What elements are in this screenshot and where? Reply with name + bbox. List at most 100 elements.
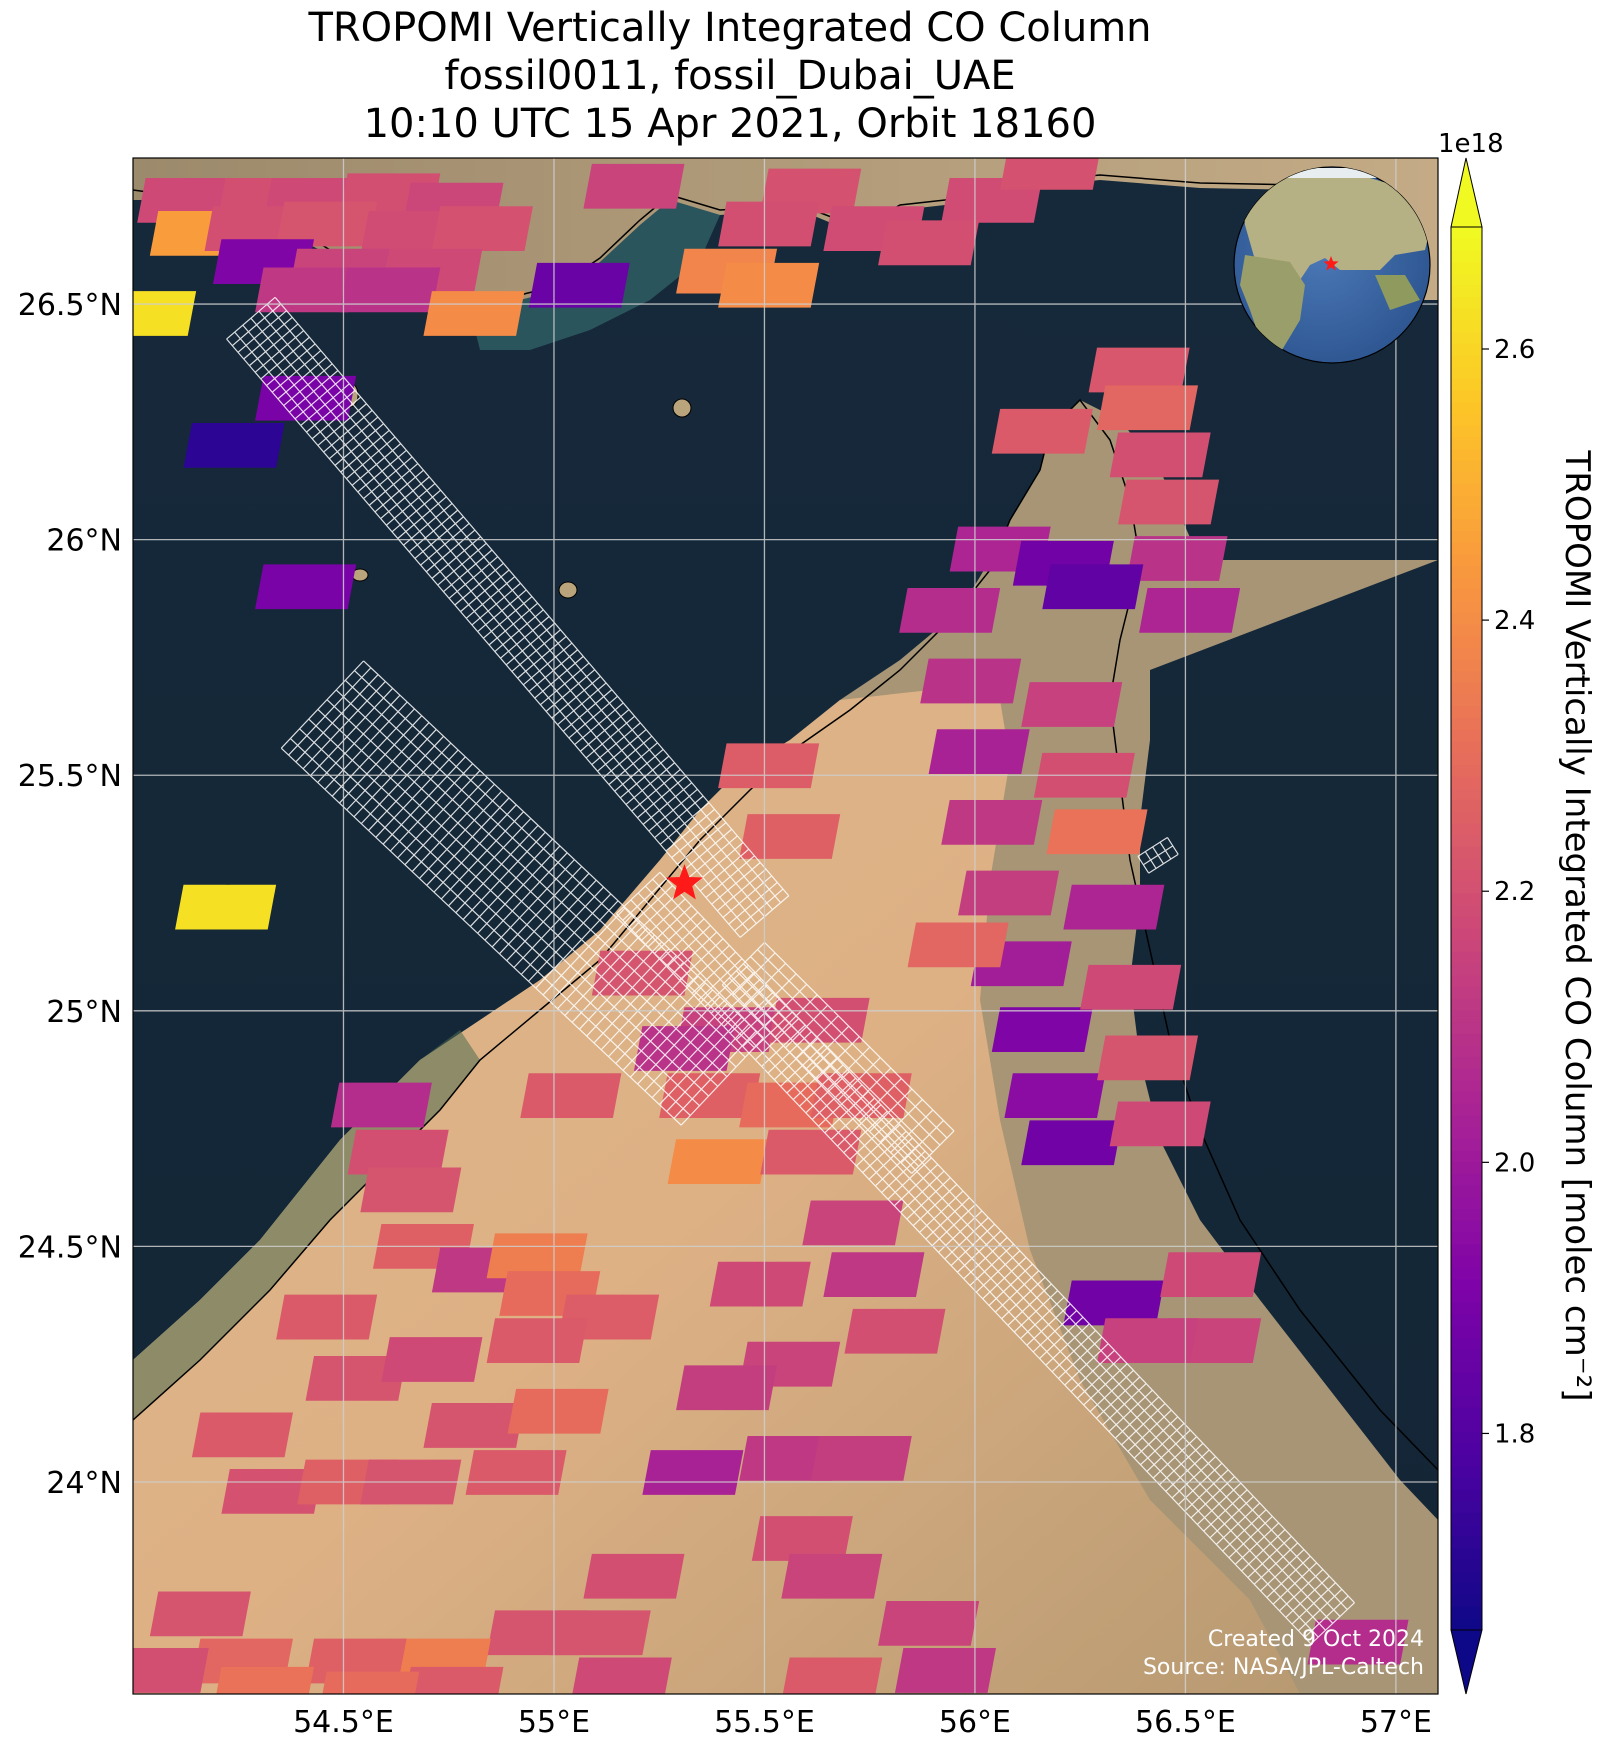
co-pixel (1118, 479, 1220, 525)
footprint-line (335, 689, 737, 1068)
site-star-marker (665, 864, 703, 900)
coastal-vegetation (133, 1030, 480, 1420)
co-pixel (1097, 1035, 1199, 1081)
map-gridlines (133, 158, 1438, 1694)
co-pixel (465, 1450, 567, 1495)
co-pixel (431, 206, 533, 252)
co-pixel (1046, 809, 1148, 855)
footprint-line (764, 942, 955, 1132)
co-pixel (1004, 1073, 1106, 1118)
footprint-line (308, 718, 710, 1097)
footprint-line (266, 303, 782, 904)
footprint-line (513, 879, 597, 968)
co-pixel (276, 1294, 378, 1340)
co-pixel (183, 423, 285, 468)
co-pixel (486, 1233, 588, 1279)
co-pixel (347, 1129, 449, 1175)
footprint-line (353, 729, 437, 818)
footprint-line (404, 776, 488, 866)
footprint-line (411, 783, 495, 872)
footprint-line (586, 948, 670, 1037)
co-pixel (191, 1412, 293, 1458)
footprint-line (226, 338, 741, 938)
y-axis-ticks: 24°N 24.5°N 25°N 25.5°N 26°N 26.5°N (18, 288, 122, 1501)
footprint-line (535, 900, 619, 989)
co-pixel (899, 587, 1001, 633)
footprint-line (418, 790, 503, 879)
co-pixel (768, 997, 870, 1043)
co-pixel (718, 262, 820, 308)
co-pixel (709, 1261, 811, 1307)
footprint-line (1137, 856, 1150, 874)
co-pixel (1097, 385, 1199, 431)
co-pixel (958, 870, 1060, 916)
footprint-line (448, 818, 532, 907)
footprint-line (469, 838, 554, 927)
co-pixel (221, 1469, 323, 1514)
credit-source: Source: NASA/JPL-Caltech (1143, 1655, 1424, 1680)
co-pixel (305, 1355, 407, 1401)
footprint-line (1137, 836, 1168, 857)
globe-site-marker (1323, 256, 1339, 271)
footprint-line (389, 763, 474, 852)
co-pixel (751, 1516, 853, 1561)
co-pixel (381, 1337, 483, 1382)
co-pixel (486, 1318, 588, 1364)
co-pixel (667, 1139, 769, 1184)
footprint-line (528, 893, 612, 982)
co-pixel (1139, 587, 1241, 633)
colorbar: 1.8 2.0 2.2 2.4 2.6 1e18 TROPOMI Vertically … (1438, 129, 1597, 1695)
x-axis-ticks: 54.5°E 55°E 55.5°E 56°E 56.5°E 57°E (293, 1705, 1432, 1740)
co-pixel (907, 922, 1009, 968)
footprint-line (344, 679, 746, 1058)
footprint-line (280, 747, 682, 1126)
co-pixel (1063, 884, 1165, 930)
co-pixel (423, 291, 525, 336)
footprint-line (721, 984, 913, 1174)
footprint-line (1148, 853, 1179, 874)
co-pixel (175, 884, 277, 930)
footprint-line (615, 913, 1312, 1645)
co-pixel (718, 201, 820, 247)
map-area (133, 158, 1438, 1694)
x-tick-label: 57°E (1360, 1705, 1432, 1740)
map-title: TROPOMI Vertically Integrated CO Column … (0, 4, 1460, 148)
colorbar-tick-label: 2.0 (1494, 1148, 1535, 1178)
co-pixel (423, 1403, 525, 1448)
footprint-line (331, 708, 415, 797)
x-tick-label: 56.5°E (1135, 1705, 1236, 1740)
co-pixel (991, 408, 1093, 454)
footprint-line (593, 955, 677, 1044)
island (558, 581, 578, 599)
co-pixel (760, 1129, 862, 1175)
footprint-line (564, 927, 648, 1016)
footprint-line (280, 660, 365, 749)
co-pixel (1021, 1120, 1123, 1166)
y-tick-label: 25°N (46, 995, 122, 1030)
footprint-line (549, 914, 634, 1003)
co-pixel (782, 1657, 883, 1694)
co-pixel (216, 1666, 315, 1694)
y-tick-label: 25.5°N (18, 759, 122, 794)
colorbar-tick-label: 2.6 (1494, 335, 1535, 365)
footprint-line (317, 694, 401, 783)
co-pixel (810, 1436, 912, 1481)
footprint-line (557, 920, 641, 1010)
colorbar-tick-label: 2.2 (1494, 877, 1535, 907)
title-line-2: fossil0011, fossil_Dubai_UAE (444, 53, 1016, 99)
co-pixel (878, 1600, 980, 1646)
y-tick-label: 24°N (46, 1466, 122, 1501)
footprint-line (571, 934, 655, 1023)
co-pixel (823, 1252, 925, 1298)
co-pixel (276, 201, 378, 247)
y-tick-label: 26°N (46, 524, 122, 559)
footprint-line (616, 871, 661, 915)
title-line-3: 10:10 UTC 15 Apr 2021, Orbit 18160 (363, 101, 1097, 147)
x-tick-label: 56°E (939, 1705, 1011, 1740)
footprint-line (258, 310, 774, 911)
footprint-line (317, 708, 719, 1087)
footprint-line (302, 681, 386, 770)
co-pixel (520, 1073, 622, 1118)
co-pixel (255, 267, 357, 313)
x-tick-label: 54.5°E (293, 1705, 394, 1740)
